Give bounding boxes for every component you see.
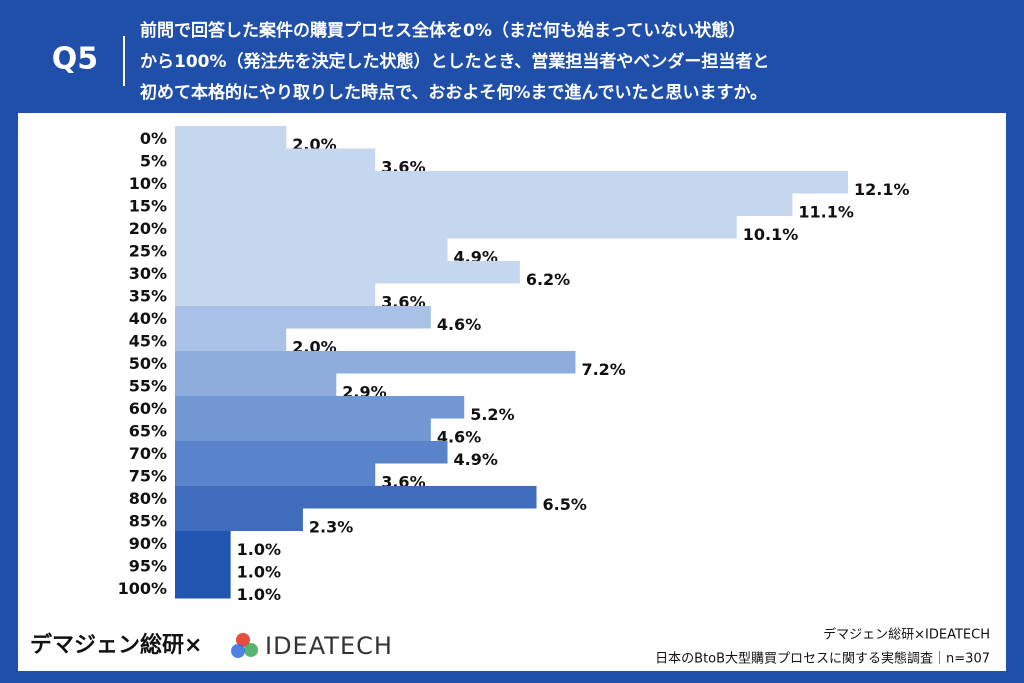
data-label: 4.9% [454,450,498,469]
y-tick-label: 0% [140,129,167,148]
data-label: 12.1% [854,180,910,199]
bar [175,193,793,216]
title-line: 初めて本格的にやり取りした時点で、おおよそ何%まで進んでいたと思いますか。 [140,82,767,103]
bar [175,306,431,329]
label-bg [521,270,580,291]
y-tick-label: 70% [129,444,167,463]
y-tick-label: 50% [129,354,167,373]
y-tick-label: 35% [129,286,167,305]
bar [175,531,231,554]
bar [175,486,537,509]
brand: デマジェン総研× [30,632,202,658]
y-tick-label: 30% [129,264,167,283]
bar [175,216,737,239]
label-bg [232,562,291,583]
y-tick-label: 20% [129,219,167,238]
y-tick-label: 75% [129,466,167,485]
label-bg [538,495,597,516]
y-tick-label: 95% [129,556,167,575]
y-tick-label: 100% [118,579,167,598]
y-tick-label: 80% [129,489,167,508]
y-tick-label: 10% [129,174,167,193]
y-tick-label: 65% [129,421,167,440]
bar [175,418,431,441]
label-bg [449,450,508,471]
y-tick-label: 85% [129,511,167,530]
bar [175,463,376,486]
bar [175,148,376,171]
logo: IDEATECH [265,632,393,660]
bar [175,238,448,261]
logo-icon [244,643,258,657]
data-label: 1.0% [237,540,281,559]
bar [175,373,337,396]
bar [175,328,287,351]
label-bg [304,517,363,538]
y-tick-label: 40% [129,309,167,328]
title-line: から100%（発注先を決定した状態）としたとき、営業担当者やベンダー担当者と [140,51,769,72]
bar [175,553,231,576]
bar [175,351,576,374]
bar [175,283,376,306]
label-bg [850,180,908,201]
bar [175,261,520,284]
label-bg [232,540,291,561]
label-bg [232,585,291,606]
title-line: 前問で回答した案件の購買プロセス全体を0%（まだ何も始まっていない状態） [140,20,745,41]
y-tick-label: 45% [129,331,167,350]
data-label: 2.3% [309,517,353,536]
data-label: 10.1% [743,225,799,244]
y-tick-label: 5% [140,151,167,170]
source: デマジェン総研×IDEATECH [823,627,990,643]
y-tick-label: 60% [129,399,167,418]
bar [175,508,303,531]
bar [175,396,465,419]
data-label: 1.0% [237,562,281,581]
logo-icon [236,633,250,647]
data-label: 4.6% [437,427,481,446]
bar [175,441,448,464]
y-tick-label: 90% [129,534,167,553]
data-label: 1.0% [237,585,281,604]
data-label: 6.2% [526,270,570,289]
label-bg [738,225,797,246]
label-bg [466,405,525,426]
y-tick-label: 55% [129,376,167,395]
bar [175,171,848,194]
data-label: 6.5% [543,495,587,514]
bar [175,126,287,149]
data-label: 7.2% [581,360,625,379]
label-bg [577,360,636,381]
logo-icon [231,644,245,658]
question-label: Q5 [52,42,98,77]
data-label: 11.1% [798,202,854,221]
y-tick-label: 15% [129,196,167,215]
source: 日本のBtoB大型購買プロセスに関する実態調査｜n=307 [655,651,990,667]
bar [175,576,231,599]
data-label: 4.6% [437,315,481,334]
label-bg [432,315,491,336]
data-label: 5.2% [470,405,514,424]
label-bg [794,202,853,223]
y-tick-label: 25% [129,241,167,260]
